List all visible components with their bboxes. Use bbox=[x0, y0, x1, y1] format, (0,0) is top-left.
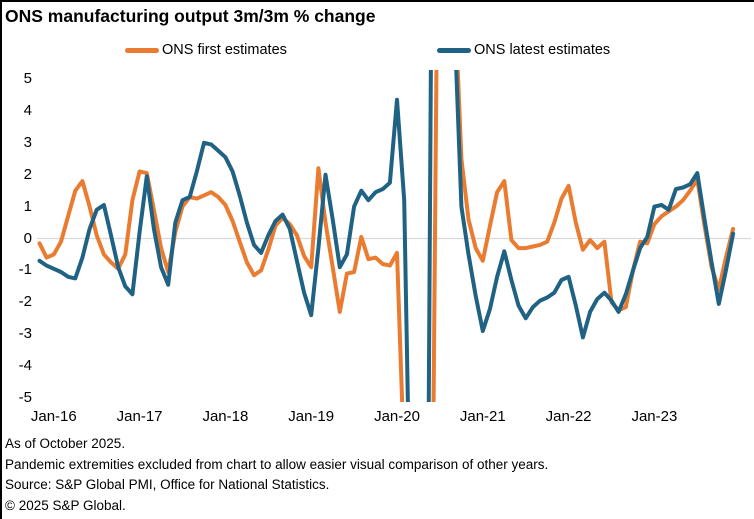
legend-item-first-estimates: ONS first estimates bbox=[125, 42, 287, 58]
y-tick-label: 2 bbox=[23, 165, 32, 183]
series-line-first-estimates bbox=[37, 70, 736, 402]
legend-label: ONS latest estimates bbox=[474, 42, 611, 58]
legend-label: ONS first estimates bbox=[162, 42, 287, 58]
y-tick-label: 5 bbox=[23, 70, 32, 87]
x-tick-label: Jan-21 bbox=[459, 408, 506, 425]
legend-line-swatch-orange bbox=[125, 47, 159, 53]
x-tick-label: Jan-22 bbox=[545, 408, 592, 425]
footnote-copyright: © 2025 S&P Global. bbox=[5, 498, 126, 513]
x-tick-label: Jan-20 bbox=[374, 408, 420, 425]
footnote-pandemic: Pandemic extremities excluded from chart… bbox=[5, 457, 549, 472]
y-tick-label: 4 bbox=[23, 101, 32, 119]
y-tick-label: -3 bbox=[18, 325, 32, 343]
y-tick-label: 0 bbox=[23, 229, 32, 247]
series-line-latest-estimates bbox=[37, 70, 736, 402]
y-tick-label: 1 bbox=[23, 197, 32, 215]
x-tick-label: Jan-19 bbox=[288, 408, 335, 425]
legend-item-latest-estimates: ONS latest estimates bbox=[437, 42, 610, 58]
x-tick-label: Jan-23 bbox=[631, 408, 678, 425]
footnote-as-of: As of October 2025. bbox=[5, 436, 126, 451]
chart-title: ONS manufacturing output 3m/3m % change bbox=[5, 6, 376, 26]
y-tick-label: 3 bbox=[23, 133, 32, 151]
y-tick-label: -5 bbox=[18, 389, 32, 406]
x-tick-label: Jan-18 bbox=[202, 408, 249, 425]
y-tick-label: -4 bbox=[18, 357, 32, 375]
x-tick-label: Jan-16 bbox=[30, 408, 77, 425]
y-tick-label: -1 bbox=[18, 261, 32, 279]
y-tick-label: -2 bbox=[18, 293, 32, 311]
legend-line-swatch-blue bbox=[437, 47, 471, 53]
x-tick-label: Jan-17 bbox=[116, 408, 163, 425]
footnote-source: Source: S&P Global PMI, Office for Natio… bbox=[5, 477, 330, 492]
